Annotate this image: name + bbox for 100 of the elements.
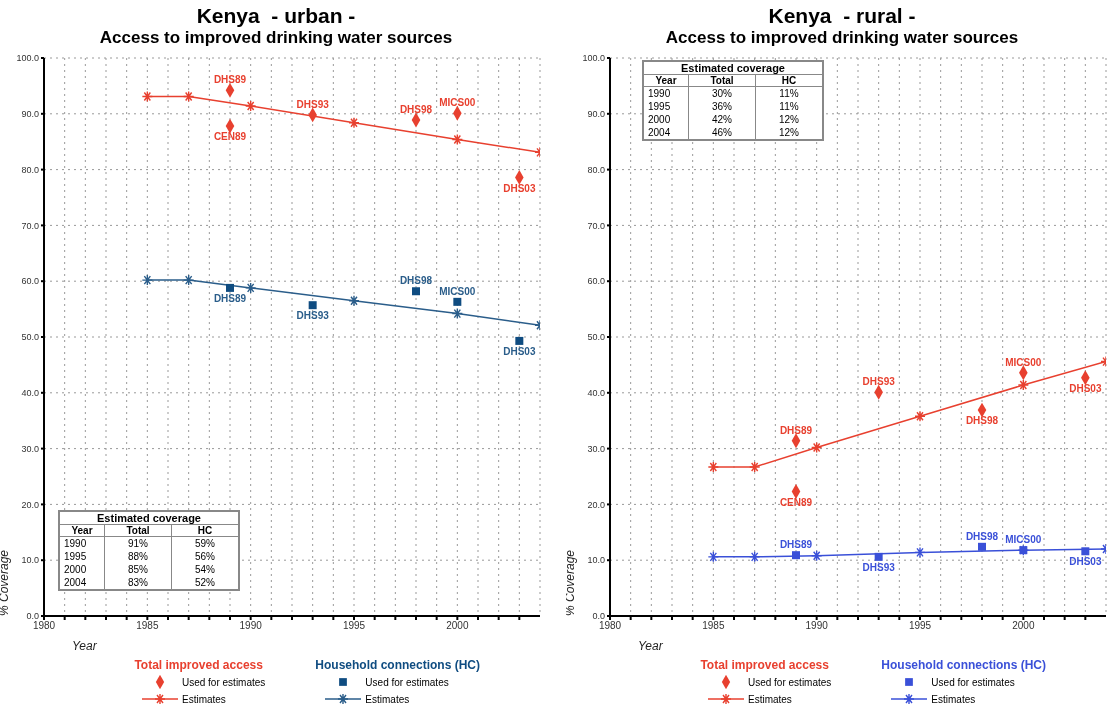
- chart-subtitle: Access to improved drinking water sources: [98, 28, 454, 48]
- y-tick-label: 100.0: [16, 53, 39, 64]
- annotation: Estimated coverage: [59, 511, 239, 525]
- y-tick-label: 60.0: [587, 276, 605, 287]
- annotation: 54%: [171, 563, 239, 576]
- text: Household connections (HC): [315, 658, 481, 672]
- legend-label: Used for estimates: [747, 676, 832, 688]
- legend-label: Used for estimates: [931, 676, 1015, 688]
- y-tick-label: 0.0: [26, 611, 39, 622]
- annotation: DHS93: [862, 561, 896, 573]
- y-tick-label: 80.0: [587, 164, 605, 175]
- y-tick-label: 50.0: [587, 332, 605, 343]
- annotation: DHS98: [399, 275, 433, 287]
- annotation: 46%: [688, 126, 756, 140]
- y-tick-label: 40.0: [587, 387, 605, 398]
- y-tick-label: 10.0: [21, 555, 39, 566]
- y-axis-title: % Coverage: [0, 549, 11, 616]
- annotation: DHS89: [779, 539, 813, 551]
- annotation: 88%: [104, 550, 172, 563]
- annotation: 1995: [63, 550, 88, 563]
- annotation: DHS89: [779, 424, 813, 436]
- x-tick-label: 1985: [136, 620, 159, 632]
- legend-label: Estimates: [181, 693, 226, 705]
- text: Total improved access: [133, 658, 264, 672]
- annotation: 52%: [171, 576, 239, 590]
- annotation: DHS03: [503, 182, 536, 194]
- text: Total improved access: [699, 658, 830, 672]
- legend-label: Estimates: [365, 693, 410, 705]
- annotation: HC: [171, 524, 239, 537]
- annotation: MICS00: [1005, 534, 1042, 546]
- y-tick-label: 90.0: [587, 109, 605, 119]
- y-tick-label: 40.0: [21, 387, 39, 398]
- annotation: Year: [643, 74, 689, 87]
- annotation: 12%: [755, 126, 823, 140]
- annotation: DHS03: [1069, 556, 1102, 568]
- x-tick-label: 1980: [32, 620, 56, 632]
- text: Household connections (HC): [881, 658, 1047, 672]
- annotation: 36%: [688, 100, 756, 113]
- x-tick-label: 1995: [342, 620, 366, 632]
- x-tick-label: 1990: [239, 620, 263, 632]
- annotation: MICS00: [1005, 356, 1042, 368]
- y-tick-label: 0.0: [592, 611, 605, 622]
- y-tick-label: 20.0: [21, 499, 39, 510]
- y-tick-label: 60.0: [21, 276, 39, 287]
- annotation: MICS00: [439, 97, 476, 109]
- annotation: 83%: [104, 576, 172, 590]
- x-tick-label: 1985: [702, 620, 725, 632]
- y-tick-label: 20.0: [587, 499, 605, 510]
- annotation: 2004: [647, 126, 672, 140]
- annotation: Year: [59, 524, 105, 537]
- y-tick-label: 50.0: [21, 332, 39, 343]
- annotation: DHS93: [296, 310, 330, 322]
- annotation: Total: [104, 524, 172, 537]
- annotation: 1995: [647, 100, 672, 113]
- annotation: 12%: [755, 113, 823, 126]
- x-tick-label: 1980: [598, 620, 622, 632]
- y-tick-label: 80.0: [21, 164, 39, 175]
- annotation: DHS98: [965, 415, 999, 427]
- x-tick-label: 2000: [1012, 620, 1035, 632]
- y-tick-label: 90.0: [21, 109, 39, 119]
- annotation: 85%: [104, 563, 172, 576]
- x-axis-title: Year: [72, 639, 98, 653]
- legend-label: Estimates: [747, 693, 792, 705]
- annotation: DHS03: [503, 346, 536, 358]
- annotation: CEN89: [213, 131, 247, 143]
- annotation: DHS89: [213, 74, 247, 86]
- x-tick-label: 2000: [446, 620, 469, 632]
- y-tick-label: 70.0: [587, 220, 605, 231]
- annotation: CEN89: [779, 496, 813, 508]
- annotation: MICS00: [439, 285, 476, 297]
- x-tick-label: 1995: [908, 620, 932, 632]
- annotation: 2000: [63, 563, 88, 576]
- annotation: 1990: [647, 87, 672, 100]
- annotation: 91%: [104, 536, 172, 550]
- x-axis-title: Year: [638, 639, 664, 653]
- chart-subtitle: Access to improved drinking water sources: [664, 28, 1020, 48]
- annotation: 2004: [63, 576, 88, 590]
- legend-label: Used for estimates: [365, 676, 449, 688]
- annotation: 1990: [63, 537, 88, 550]
- chart-title: Kenya - urban -: [195, 4, 357, 28]
- annotation: 11%: [755, 86, 823, 100]
- annotation: DHS98: [399, 103, 433, 115]
- annotation: 59%: [171, 536, 239, 550]
- annotation: Total: [688, 74, 756, 87]
- annotation: 11%: [755, 100, 823, 113]
- annotation: 2000: [647, 113, 672, 126]
- x-tick-label: 1990: [805, 620, 829, 632]
- annotation: 42%: [688, 113, 756, 126]
- y-tick-label: 100.0: [582, 53, 605, 64]
- annotation: DHS89: [213, 293, 247, 304]
- annotation: DHS03: [1069, 382, 1102, 394]
- chart-title: Kenya - rural -: [767, 4, 917, 28]
- annotation: Estimated coverage: [643, 61, 823, 75]
- y-tick-label: 70.0: [21, 220, 39, 231]
- annotation: HC: [755, 74, 823, 87]
- annotation: 56%: [171, 550, 239, 563]
- y-axis-title: % Coverage: [563, 549, 577, 616]
- y-tick-label: 30.0: [587, 443, 605, 454]
- annotation: DHS93: [296, 98, 330, 110]
- y-tick-label: 10.0: [587, 555, 605, 566]
